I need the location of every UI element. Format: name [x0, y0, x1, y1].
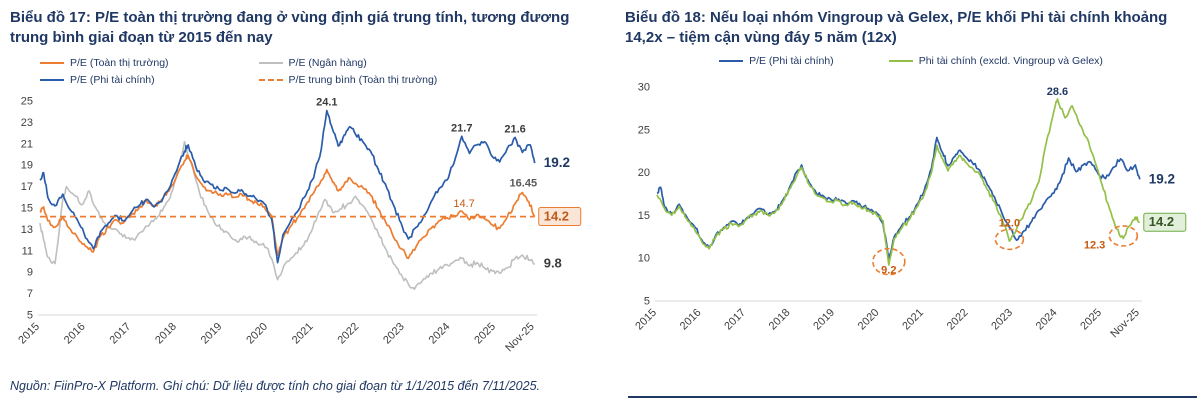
svg-text:2021: 2021	[290, 320, 316, 346]
legend-item: P/E (Phi tài chính)	[719, 55, 834, 67]
svg-text:16.45: 16.45	[510, 177, 538, 189]
legend-label: P/E (Phi tài chính)	[749, 54, 834, 67]
legend-label: P/E (Phi tài chính)	[70, 74, 155, 87]
chart17-legend: P/E (Toàn thị trường) P/E (Phi tài chính)…	[40, 55, 437, 89]
svg-text:Nov-25: Nov-25	[503, 320, 537, 354]
svg-text:25: 25	[638, 124, 650, 136]
svg-text:19.2: 19.2	[1149, 171, 1175, 186]
legend-swatch	[258, 79, 283, 82]
svg-text:9.8: 9.8	[544, 255, 562, 270]
svg-text:12.3: 12.3	[1084, 239, 1105, 251]
svg-text:30: 30	[638, 81, 650, 93]
legend-swatch	[888, 59, 913, 62]
svg-text:2023: 2023	[381, 320, 407, 346]
legend-item: Phi tài chính (excld. Vingroup và Gelex)	[888, 54, 1103, 67]
svg-text:23: 23	[21, 116, 33, 128]
chart18-title: Biểu đồ 18: Nếu loại nhóm Vingroup và Ge…	[625, 9, 1168, 46]
svg-text:2017: 2017	[108, 320, 134, 346]
svg-text:2025: 2025	[472, 320, 498, 346]
legend-swatch	[719, 59, 744, 62]
legend-label: P/E (Toàn thị trường)	[70, 57, 169, 70]
svg-text:2019: 2019	[811, 306, 837, 332]
svg-text:25: 25	[21, 95, 33, 107]
svg-text:9.2: 9.2	[881, 264, 896, 276]
svg-text:11: 11	[22, 245, 33, 257]
svg-text:2015: 2015	[633, 306, 659, 332]
svg-text:2018: 2018	[767, 306, 793, 332]
legend-item: P/E (Ngân hàng)	[258, 55, 438, 72]
svg-text:2016: 2016	[678, 306, 704, 332]
svg-text:24.1: 24.1	[316, 96, 337, 108]
svg-text:19.2: 19.2	[544, 155, 570, 170]
svg-text:2023: 2023	[989, 306, 1015, 332]
legend-item: P/E (Toàn thị trường)	[40, 55, 169, 72]
svg-text:2022: 2022	[945, 306, 971, 332]
bottom-rule	[628, 396, 1197, 398]
svg-text:14.2: 14.2	[544, 208, 569, 223]
svg-text:17: 17	[21, 181, 33, 193]
svg-text:2022: 2022	[335, 320, 361, 346]
svg-text:2015: 2015	[16, 320, 42, 346]
svg-text:2025: 2025	[1078, 306, 1104, 332]
svg-text:2020: 2020	[244, 320, 270, 346]
legend-swatch	[40, 79, 64, 82]
chart18-panel: Biểu đồ 18: Nếu loại nhóm Vingroup và Ge…	[625, 8, 1197, 347]
svg-text:19: 19	[21, 159, 33, 171]
legend-item: P/E (Phi tài chính)	[40, 72, 169, 89]
svg-text:2016: 2016	[62, 320, 88, 346]
svg-text:2019: 2019	[199, 320, 225, 346]
svg-text:12.0: 12.0	[999, 217, 1020, 229]
chart17-panel: Biểu đồ 17: P/E toàn thị trường đang ở v…	[10, 8, 595, 361]
svg-text:9: 9	[27, 266, 33, 278]
svg-text:21.7: 21.7	[451, 122, 472, 134]
svg-text:14.2: 14.2	[1149, 214, 1174, 229]
legend-label: P/E trung bình (Toàn thị trường)	[288, 74, 438, 87]
chart17-title: Biểu đồ 17: P/E toàn thị trường đang ở v…	[10, 9, 570, 46]
svg-text:15: 15	[638, 209, 650, 221]
svg-text:5: 5	[27, 309, 33, 321]
svg-text:7: 7	[27, 288, 33, 300]
svg-text:15: 15	[21, 202, 33, 214]
legend-item: P/E trung bình (Toàn thị trường)	[258, 72, 438, 89]
svg-text:2024: 2024	[427, 320, 453, 346]
svg-text:2020: 2020	[856, 306, 882, 332]
svg-text:2018: 2018	[153, 320, 179, 346]
svg-text:10: 10	[638, 252, 650, 264]
svg-text:21: 21	[21, 138, 33, 150]
legend-swatch	[258, 62, 283, 65]
svg-text:13: 13	[21, 223, 33, 235]
legend-label: P/E (Ngân hàng)	[288, 57, 367, 70]
source-note: Nguồn: FiinPro-X Platform. Ghi chú: Dữ l…	[10, 379, 541, 393]
svg-text:Nov-25: Nov-25	[1108, 306, 1142, 340]
svg-text:2024: 2024	[1034, 306, 1060, 332]
svg-text:2017: 2017	[722, 306, 748, 332]
svg-text:2021: 2021	[900, 306, 926, 332]
svg-text:5: 5	[644, 295, 650, 307]
svg-text:20: 20	[638, 167, 650, 179]
legend-swatch	[40, 62, 64, 65]
svg-text:14.7: 14.7	[453, 198, 474, 210]
chart18-legend: P/E (Phi tài chính) Phi tài chính (excld.…	[625, 55, 1197, 67]
svg-text:28.6: 28.6	[1047, 86, 1068, 98]
legend-label: Phi tài chính (excld. Vingroup và Gelex)	[918, 54, 1103, 67]
svg-text:21.6: 21.6	[504, 123, 525, 135]
